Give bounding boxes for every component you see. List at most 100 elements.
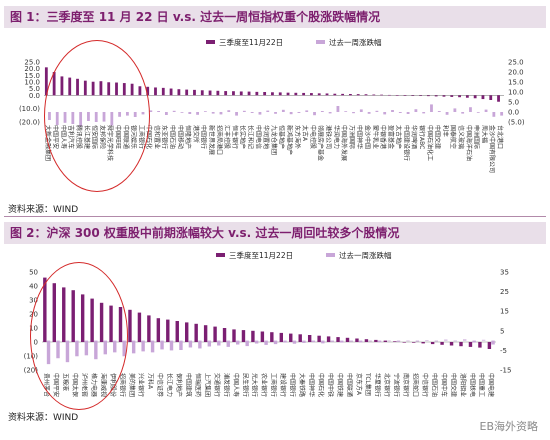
bar-series-2	[461, 112, 465, 114]
x-category-label: 中国交建	[434, 125, 442, 149]
bar-series-2	[476, 112, 480, 113]
bar-series-1	[241, 330, 246, 342]
bar-series-1	[325, 93, 329, 96]
bar-series-1	[317, 335, 321, 342]
bar-series-2	[84, 340, 89, 356]
bar-series-1	[130, 83, 134, 96]
bar-series-2	[227, 110, 231, 112]
bar-series-2	[113, 340, 117, 353]
bar-series-1	[279, 332, 283, 342]
bar-series-1	[62, 287, 66, 342]
x-category-label: 中国移动	[176, 125, 184, 149]
x-category-label: 汇丰控股	[223, 125, 231, 149]
bar-series-2	[297, 112, 301, 113]
x-category-label: 中国海洋石油	[465, 125, 473, 161]
y-right-tick-label: 35	[500, 269, 509, 277]
bar-series-1	[166, 319, 170, 342]
bar-series-2	[321, 340, 325, 344]
x-category-label: 长江和记	[247, 125, 255, 149]
x-category-label: 申洲国际	[473, 125, 481, 149]
x-category-label: 领展房产基金	[317, 125, 325, 161]
x-category-label: 华润啤酒	[410, 125, 418, 149]
x-category-label: 北京银行	[383, 373, 391, 397]
x-category-label: 中国建设银行	[402, 125, 410, 161]
bar-series-1	[356, 94, 360, 96]
bar-series-1	[440, 342, 444, 345]
bar-series-1	[177, 89, 181, 96]
bar-series-2	[266, 110, 270, 112]
y-left-tick-label: 15.0	[24, 72, 40, 80]
bar-series-2	[349, 340, 353, 342]
bar-series-2	[445, 112, 449, 115]
x-category-label: 中国交建	[449, 373, 457, 397]
y-left-tick-label: (10)	[24, 353, 39, 361]
bar-series-2	[305, 110, 309, 112]
x-category-label: 海康威视	[99, 373, 107, 397]
x-category-label: 中国电建	[487, 373, 495, 397]
x-category-label: 工商银行	[270, 373, 278, 397]
x-category-label: 民生银行	[241, 373, 249, 397]
bar-series-2	[453, 340, 457, 342]
bar-series-2	[358, 340, 363, 343]
bar-series-1	[208, 90, 212, 96]
bar-series-1	[52, 283, 56, 342]
x-category-label: 东亚银行	[161, 125, 169, 149]
x-category-label: 万科A	[147, 373, 155, 390]
x-category-label: 农业银行	[260, 373, 268, 397]
x-category-label: 长江电力	[166, 373, 174, 397]
chart-2: 三季度至11月22日 过去一周涨跌幅 (20) (10) 0 10 20 30 40 50 -15 -…	[24, 250, 512, 397]
divider	[4, 216, 546, 217]
bar-series-2	[377, 340, 382, 343]
bar-series-2	[396, 340, 401, 342]
bar-series-1	[146, 86, 150, 96]
bar-series-2	[103, 340, 107, 355]
bar-series-1	[263, 92, 267, 96]
bar-series-1	[216, 90, 220, 96]
x-category-label: 格力电器	[90, 373, 98, 397]
x-category-label: 工商银行	[137, 125, 145, 149]
bar-series-1	[115, 82, 118, 96]
bar-series-1	[478, 342, 482, 348]
bar-series-2	[122, 340, 126, 357]
bar-series-2	[359, 109, 363, 112]
bar-series-1	[193, 89, 196, 96]
x-category-label: 中信证券	[156, 373, 164, 397]
bar-series-2	[179, 340, 183, 351]
bar-series-1	[99, 81, 103, 96]
x-category-label: 盈富基金	[387, 125, 395, 149]
bar-series-1	[403, 95, 407, 96]
bar-series-2	[406, 340, 410, 342]
bar-series-2	[387, 340, 391, 342]
y-right-tick-label: -15	[500, 367, 511, 375]
x-category-label: 中国神华	[307, 373, 315, 397]
bar-series-2	[375, 110, 379, 112]
y-left-tick-label: 20.0	[24, 65, 40, 73]
bar-series-2	[264, 340, 268, 345]
bar-series-1	[333, 93, 337, 96]
bar-series-2	[391, 110, 394, 112]
bar-series-1	[473, 95, 477, 99]
x-category-label: 光大银行	[251, 373, 259, 397]
bar-series-1	[91, 81, 95, 96]
x-category-label: 中国旺旺	[114, 125, 122, 149]
y-left-tick-label: 25.0	[24, 59, 40, 67]
bar-series-1	[271, 92, 274, 96]
x-category-label: 中国中铁	[326, 373, 334, 397]
bar-series-2	[79, 112, 83, 127]
bar-series-2	[250, 112, 254, 113]
bar-series-1	[224, 91, 228, 96]
x-category-label: 长江基建	[83, 125, 91, 149]
x-category-label: 太古A	[301, 125, 309, 142]
bar-series-1	[154, 87, 157, 96]
bar-series-1	[169, 88, 173, 96]
bar-series-1	[185, 89, 189, 96]
bar-series-1	[156, 318, 161, 342]
bar-series-2	[71, 112, 75, 124]
bar-series-1	[122, 83, 126, 96]
bar-series-2	[500, 112, 504, 116]
legend-label-series-2: 过去一周涨跌幅	[329, 37, 382, 47]
bar-series-2	[110, 112, 114, 126]
bar-series-2	[469, 107, 472, 112]
bar-series-1	[128, 309, 132, 342]
x-category-label: 中国石油	[430, 373, 438, 397]
